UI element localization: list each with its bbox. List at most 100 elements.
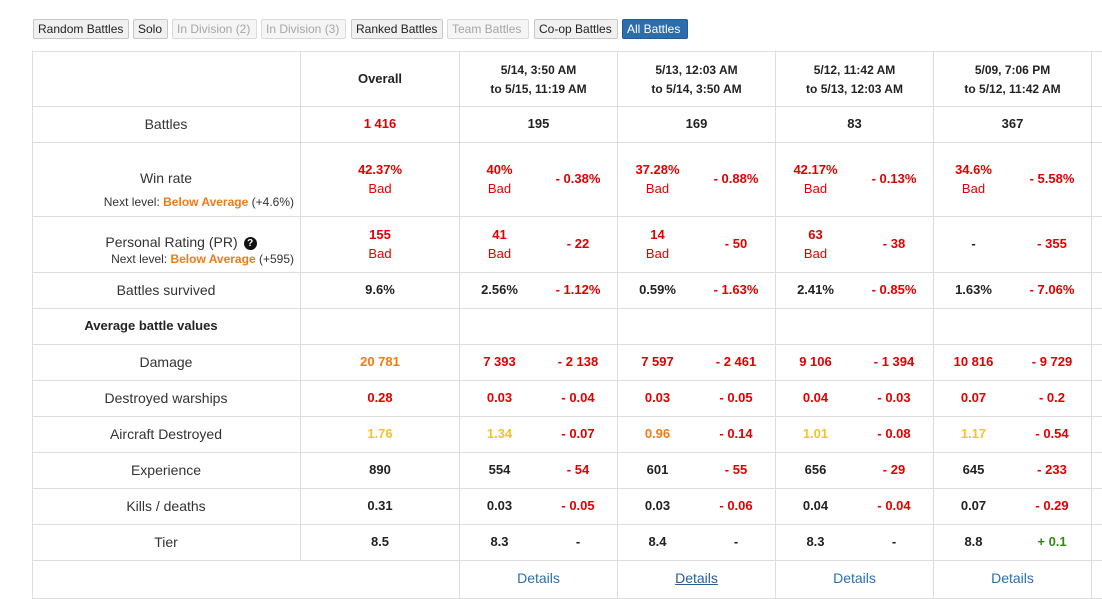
survived-overall: 9.6%: [365, 282, 395, 297]
pr-period-3-value: 63: [808, 227, 823, 242]
destroyed-period-4: 0.07: [960, 390, 987, 405]
period-2-end: to 5/14, 3:50 AM: [651, 82, 742, 96]
average-values-section-row: Average battle values: [32, 308, 1102, 345]
overall-header: Overall: [357, 71, 403, 86]
winrate-period-2-rating: Bad: [645, 181, 670, 196]
period-3-start: 5/12, 11:42 AM: [813, 63, 896, 77]
filter-coop-battles[interactable]: Co-op Battles: [534, 19, 618, 39]
damage-delta-4: - 9 729: [1031, 354, 1073, 369]
destroyed-period-3: 0.04: [802, 390, 829, 405]
damage-overall: 20 781: [360, 354, 400, 369]
survived-period-2: 0.59%: [639, 282, 676, 297]
filter-random-battles[interactable]: Random Battles: [33, 19, 129, 39]
pr-period-2-rating: Bad: [645, 246, 670, 261]
winrate-period-4-value: 34.6%: [955, 162, 992, 177]
winrate-label: Win rate: [139, 170, 193, 186]
destroyed-period-2: 0.03: [644, 390, 671, 405]
damage-period-3: 9 106: [799, 354, 832, 369]
kd-delta-3: - 0.04: [877, 498, 911, 513]
experience-period-3: 656: [804, 462, 827, 477]
damage-period-2: 7 597: [641, 354, 674, 369]
winrate-row: Win rate Next level: Below Average (+4.6…: [32, 142, 1102, 217]
winrate-period-4-rating: Bad: [961, 181, 986, 196]
survived-delta-1: - 1.12%: [555, 282, 601, 297]
kd-period-4: 0.07: [960, 498, 987, 513]
winrate-delta-3: - 0.13%: [871, 171, 917, 186]
kd-period-2: 0.03: [644, 498, 671, 513]
filter-in-division-3[interactable]: In Division (3): [261, 19, 346, 39]
tier-period-1: 8.3: [490, 534, 509, 549]
winrate-next-prefix: Next level:: [103, 195, 160, 209]
destroyed-delta-1: - 0.04: [561, 390, 595, 405]
survived-period-3: 2.41%: [797, 282, 834, 297]
stats-table: Overall 5/14, 3:50 AM to 5/15, 11:19 AM …: [32, 51, 1102, 599]
details-link-2[interactable]: Details: [675, 570, 718, 586]
aircraft-overall: 1.76: [367, 426, 393, 441]
damage-delta-3: - 1 394: [873, 354, 915, 369]
pr-period-1-value: 41: [492, 227, 507, 242]
winrate-period-1-rating: Bad: [487, 181, 512, 196]
experience-period-4: 645: [962, 462, 985, 477]
battles-period-2: 169: [685, 116, 708, 131]
filter-in-division-2[interactable]: In Division (2): [172, 19, 257, 39]
pr-overall-rating: Bad: [368, 246, 392, 261]
details-link-3[interactable]: Details: [833, 570, 876, 586]
survived-label: Battles survived: [116, 282, 216, 298]
tier-period-2: 8.4: [648, 534, 667, 549]
destroyed-delta-3: - 0.03: [877, 390, 911, 405]
filter-ranked-battles[interactable]: Ranked Battles: [351, 19, 443, 39]
pr-delta-3: - 38: [882, 236, 906, 251]
damage-delta-1: - 2 138: [557, 354, 599, 369]
damage-label: Damage: [139, 354, 193, 370]
experience-delta-1: - 54: [566, 462, 590, 477]
tier-overall: 8.5: [370, 534, 390, 549]
tier-delta-2: -: [733, 534, 739, 549]
period-4-start: 5/09, 7:06 PM: [974, 63, 1051, 77]
winrate-period-2: 37.28% Bad: [618, 142, 697, 216]
pr-next-level: Next level: Below Average (+595): [111, 252, 294, 266]
table-header-row: Overall 5/14, 3:50 AM to 5/15, 11:19 AM …: [32, 52, 1102, 107]
damage-period-1: 7 393: [483, 354, 516, 369]
details-row: Details Details Details Details: [32, 560, 1102, 599]
destroyed-delta-2: - 0.05: [719, 390, 753, 405]
filter-team-battles[interactable]: Team Battles: [447, 19, 529, 39]
period-header-4: 5/09, 7:06 PM to 5/12, 11:42 AM: [934, 52, 1091, 106]
survived-period-4: 1.63%: [955, 282, 992, 297]
tier-period-4: 8.8: [964, 534, 983, 549]
winrate-delta-4: - 5.58%: [1029, 171, 1075, 186]
details-link-1[interactable]: Details: [517, 570, 560, 586]
experience-delta-3: - 29: [882, 462, 906, 477]
pr-next-delta: (+595): [258, 252, 294, 266]
question-circle-icon[interactable]: ?: [243, 237, 257, 250]
period-2-start: 5/13, 12:03 AM: [655, 63, 738, 77]
period-header-2: 5/13, 12:03 AM to 5/14, 3:50 AM: [618, 52, 775, 106]
winrate-next-level-name: Below Average: [163, 195, 249, 209]
pr-period-4-value: -: [971, 236, 976, 251]
winrate-period-2-value: 37.28%: [635, 162, 680, 177]
period-1-start: 5/14, 3:50 AM: [500, 63, 577, 77]
winrate-period-3: 42.17% Bad: [776, 142, 855, 216]
kd-delta-1: - 0.05: [561, 498, 595, 513]
period-header-3: 5/12, 11:42 AM to 5/13, 12:03 AM: [776, 52, 933, 106]
pr-period-2-value: 14: [650, 227, 665, 242]
damage-period-4: 10 816: [953, 354, 994, 369]
destroyed-label: Destroyed warships: [104, 390, 228, 406]
experience-label: Experience: [130, 462, 202, 478]
tier-delta-1: -: [575, 534, 581, 549]
destroyed-delta-4: - 0.2: [1038, 390, 1065, 405]
kd-row: Kills / deaths 0.31 0.03 - 0.05 0.03 - 0…: [32, 488, 1102, 525]
battles-period-4: 367: [1001, 116, 1024, 131]
winrate-overall: 42.37% Bad: [301, 142, 459, 216]
filter-solo[interactable]: Solo: [133, 19, 168, 39]
aircraft-period-1: 1.34: [486, 426, 513, 441]
experience-row: Experience 890 554 - 54 601 - 55 656 - 2…: [32, 452, 1102, 489]
tier-row: Tier 8.5 8.3 - 8.4 - 8.3 - 8.8 + 0.1: [32, 524, 1102, 561]
tier-delta-3: -: [891, 534, 897, 549]
battles-row: Battles 1 416 195 169 83 367: [32, 106, 1102, 143]
pr-row: Personal Rating (PR)? Next level: Below …: [32, 216, 1102, 273]
details-link-4[interactable]: Details: [991, 570, 1034, 586]
aircraft-period-3: 1.01: [802, 426, 829, 441]
filter-all-battles[interactable]: All Battles: [622, 19, 688, 39]
winrate-overall-value: 42.37%: [357, 162, 403, 177]
winrate-next-level: Next level: Below Average (+4.6%): [104, 195, 294, 209]
